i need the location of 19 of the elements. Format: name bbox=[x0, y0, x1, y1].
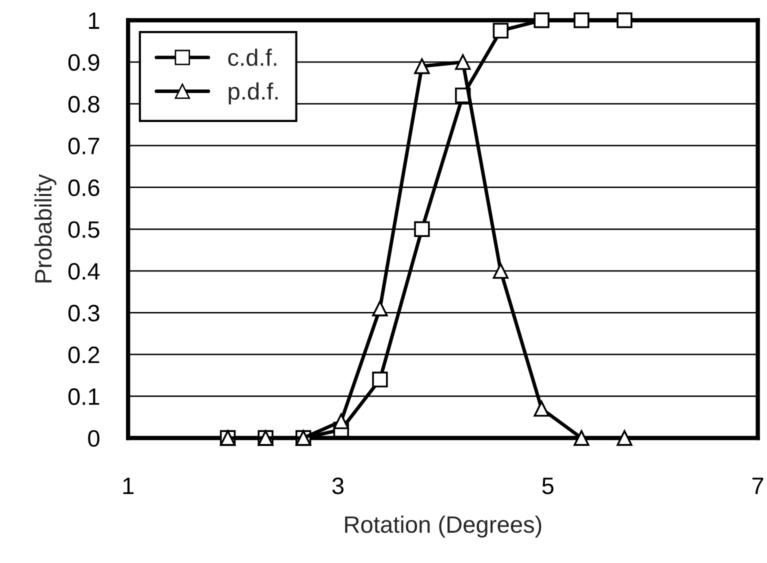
y-tick-label: 1 bbox=[88, 12, 100, 29]
y-tick-label: 0.2 bbox=[68, 346, 100, 364]
y-axis-title: Probability bbox=[34, 174, 56, 282]
y-tick-label: 0.6 bbox=[68, 179, 100, 196]
x-tick-label: 1 bbox=[123, 478, 134, 494]
y-tick-label: 0.8 bbox=[68, 96, 100, 113]
y-tick-label: 0 bbox=[88, 430, 100, 447]
x-axis-title: Rotation (Degrees) bbox=[345, 516, 542, 538]
y-tick-label: 0.7 bbox=[68, 138, 100, 154]
x-tick-label: 3 bbox=[332, 478, 344, 494]
x-tick-label: 7 bbox=[752, 478, 764, 494]
legend-label: c.d.f. bbox=[228, 48, 276, 66]
y-tick-label: 0.5 bbox=[68, 221, 100, 238]
y-tick-label: 0.9 bbox=[68, 54, 100, 71]
legend-label: p.d.f. bbox=[228, 82, 278, 104]
y-tick-label: 0.4 bbox=[68, 262, 100, 280]
y-tick-label: 0.1 bbox=[68, 388, 100, 406]
y-tick-label: 0.3 bbox=[68, 304, 100, 322]
x-tick-label: 5 bbox=[542, 478, 554, 494]
